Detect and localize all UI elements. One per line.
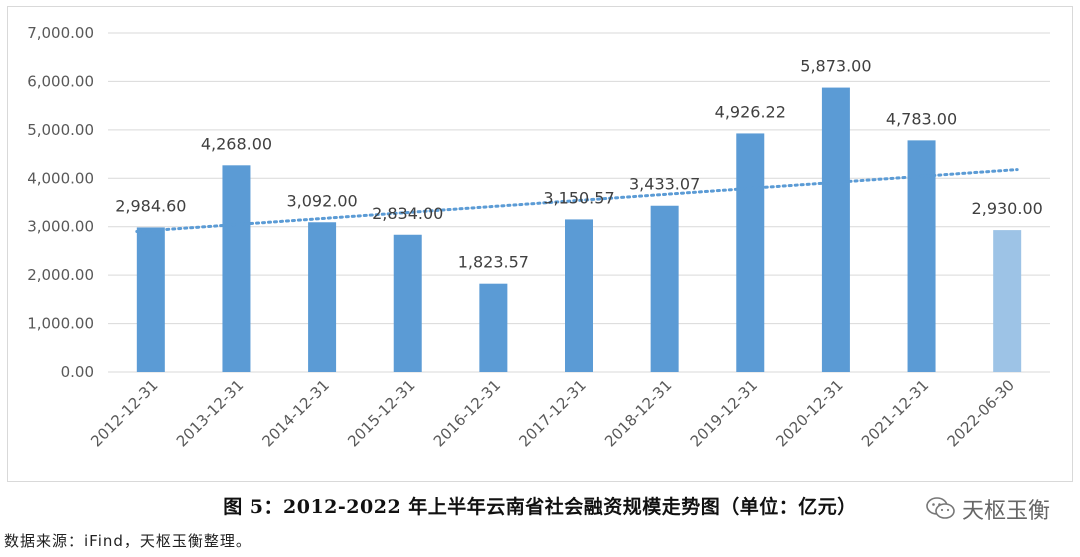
watermark: 天枢玉衡 — [926, 493, 1050, 525]
trend-line — [135, 168, 1019, 234]
data-labels: 2,984.60 4,268.00 3,092.00 2,834.00 1,823.57… — [115, 57, 1043, 272]
watermark-text: 天枢玉衡 — [961, 499, 1050, 524]
data-label: 3,433.07 — [629, 175, 700, 194]
bar — [821, 87, 850, 372]
bar — [565, 219, 593, 372]
y-tick-label: 6,000.00 — [27, 72, 94, 90]
x-tick-label: 2016-12-31 — [430, 376, 504, 450]
y-tick-label: 5,000.00 — [27, 121, 94, 139]
figure-caption: 图 5：2012-2022 年上半年云南省社会融资规模走势图（单位：亿元） — [223, 496, 857, 518]
x-tick-label: 2020-12-31 — [772, 376, 846, 450]
bar — [907, 140, 936, 372]
bar — [650, 205, 679, 372]
bar — [993, 230, 1022, 372]
data-label: 4,926.22 — [715, 102, 786, 121]
bar — [736, 133, 765, 372]
bars — [136, 87, 1022, 372]
data-label: 2,930.00 — [972, 199, 1043, 218]
x-tick-label: 2015-12-31 — [344, 376, 418, 450]
x-tick-label: 2019-12-31 — [687, 376, 761, 450]
data-source-note: 数据来源：iFind，天枢玉衡整理。 — [4, 532, 252, 550]
bar — [222, 165, 251, 372]
x-tick-label: 2021-12-31 — [858, 376, 932, 450]
y-tick-label: 4,000.00 — [27, 169, 94, 187]
data-label: 1,823.57 — [458, 253, 529, 272]
data-label: 4,783.00 — [886, 109, 957, 128]
bar-chart: 0.00 1,000.00 2,000.00 3,000.00 4,000.00 5,00… — [27, 24, 1050, 450]
data-label: 3,092.00 — [286, 191, 357, 210]
y-axis-ticks: 0.00 1,000.00 2,000.00 3,000.00 4,000.00 5,00… — [27, 24, 94, 381]
x-tick-label: 2017-12-31 — [515, 376, 589, 450]
y-tick-label: 3,000.00 — [27, 218, 94, 236]
data-label: 5,873.00 — [800, 57, 871, 76]
x-tick-label: 2014-12-31 — [259, 376, 333, 450]
wechat-icon — [926, 497, 955, 519]
data-label: 4,268.00 — [201, 134, 272, 153]
y-tick-label: 0.00 — [61, 363, 94, 381]
trendline — [135, 168, 1019, 234]
bar — [308, 222, 337, 372]
data-label: 2,984.60 — [115, 196, 186, 215]
x-tick-label: 2012-12-31 — [87, 376, 161, 450]
y-tick-label: 7,000.00 — [27, 24, 94, 42]
bar — [479, 283, 508, 372]
bar — [393, 234, 422, 372]
bar — [136, 227, 165, 372]
data-label: 2,834.00 — [372, 204, 443, 223]
x-tick-label: 2018-12-31 — [601, 376, 675, 450]
x-axis-ticks: 2012-12-31 2013-12-31 2014-12-31 2015-12-31… — [87, 376, 1018, 450]
y-tick-label: 1,000.00 — [27, 315, 94, 333]
x-tick-label: 2013-12-31 — [173, 376, 247, 450]
y-tick-label: 2,000.00 — [27, 266, 94, 284]
data-label: 3,150.57 — [543, 188, 614, 207]
chart-frame: 0.00 1,000.00 2,000.00 3,000.00 4,000.00 5,00… — [7, 6, 1073, 482]
x-tick-label: 2022-06-30 — [944, 376, 1018, 450]
